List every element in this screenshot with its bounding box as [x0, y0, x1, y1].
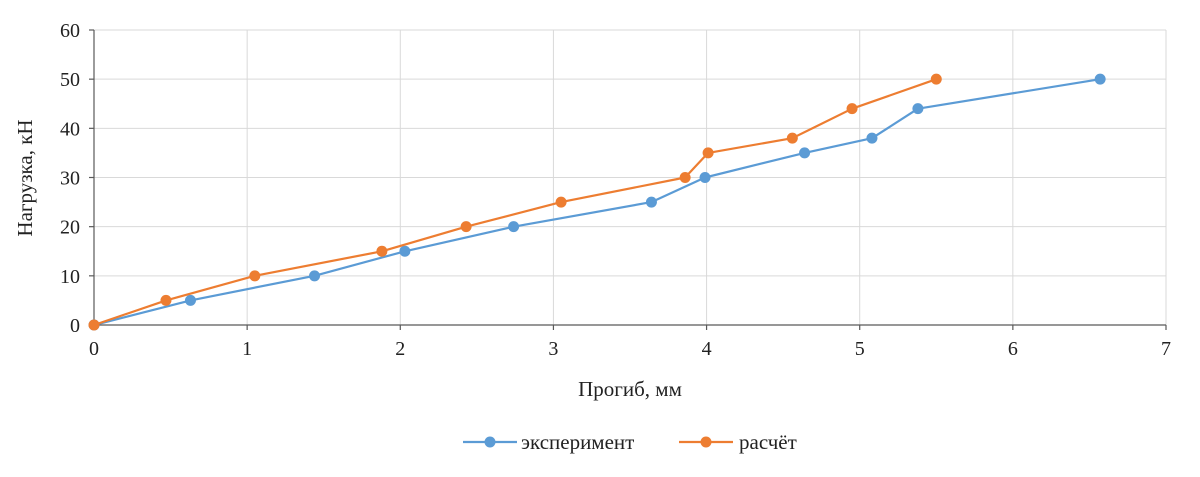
data-point	[508, 221, 520, 233]
legend: эксперимент расчёт	[463, 430, 797, 454]
data-point	[799, 147, 811, 159]
data-point	[555, 196, 567, 208]
x-tick-label: 2	[395, 338, 405, 360]
legend-label: расчёт	[739, 430, 797, 454]
grid	[94, 29, 1167, 325]
data-point	[866, 132, 878, 144]
y-tick-label: 60	[60, 20, 80, 42]
y-tick-label: 50	[60, 69, 80, 91]
data-point	[1094, 73, 1106, 85]
x-axis-title: Прогиб, мм	[578, 377, 682, 401]
series-line	[93, 78, 937, 327]
data-point	[846, 103, 858, 115]
data-point	[376, 245, 388, 257]
x-tick-label: 4	[702, 338, 712, 360]
series-1	[88, 73, 1106, 331]
y-tick-label: 0	[70, 315, 80, 337]
data-point	[645, 196, 657, 208]
data-point	[912, 103, 924, 115]
series-group	[88, 73, 1106, 331]
data-point	[930, 73, 942, 85]
x-tick-label: 1	[242, 338, 252, 360]
x-tick-label: 6	[1008, 338, 1018, 360]
y-tick-label: 20	[60, 217, 80, 239]
data-point	[184, 294, 196, 306]
x-tick-label: 3	[548, 338, 558, 360]
legend-label: эксперимент	[521, 430, 634, 454]
legend-swatch-marker	[700, 436, 712, 448]
y-axis-title: Нагрузка, кН	[13, 119, 37, 236]
axes	[89, 29, 1167, 330]
legend-item: эксперимент	[463, 430, 634, 454]
x-tick-label: 7	[1161, 338, 1171, 360]
y-tick-label: 40	[60, 118, 80, 140]
data-point	[249, 270, 261, 282]
series-2	[88, 73, 942, 331]
data-point	[399, 245, 411, 257]
data-point	[309, 270, 321, 282]
x-tick-label: 5	[855, 338, 865, 360]
data-point	[88, 319, 100, 331]
data-point	[702, 147, 714, 159]
data-point	[460, 221, 472, 233]
data-point	[160, 294, 172, 306]
legend-swatch-marker	[484, 436, 496, 448]
data-point	[699, 172, 711, 183]
y-tick-label: 30	[60, 168, 80, 190]
data-point	[786, 132, 798, 144]
tick-labels: 0 1 2 3 4 5 6 7 0 10 20 30 40 50 60	[60, 20, 1171, 360]
legend-item: расчёт	[679, 430, 797, 454]
y-tick-label: 10	[60, 266, 80, 288]
series-line	[93, 78, 1101, 327]
x-tick-label: 0	[89, 338, 99, 360]
data-point	[679, 172, 691, 183]
